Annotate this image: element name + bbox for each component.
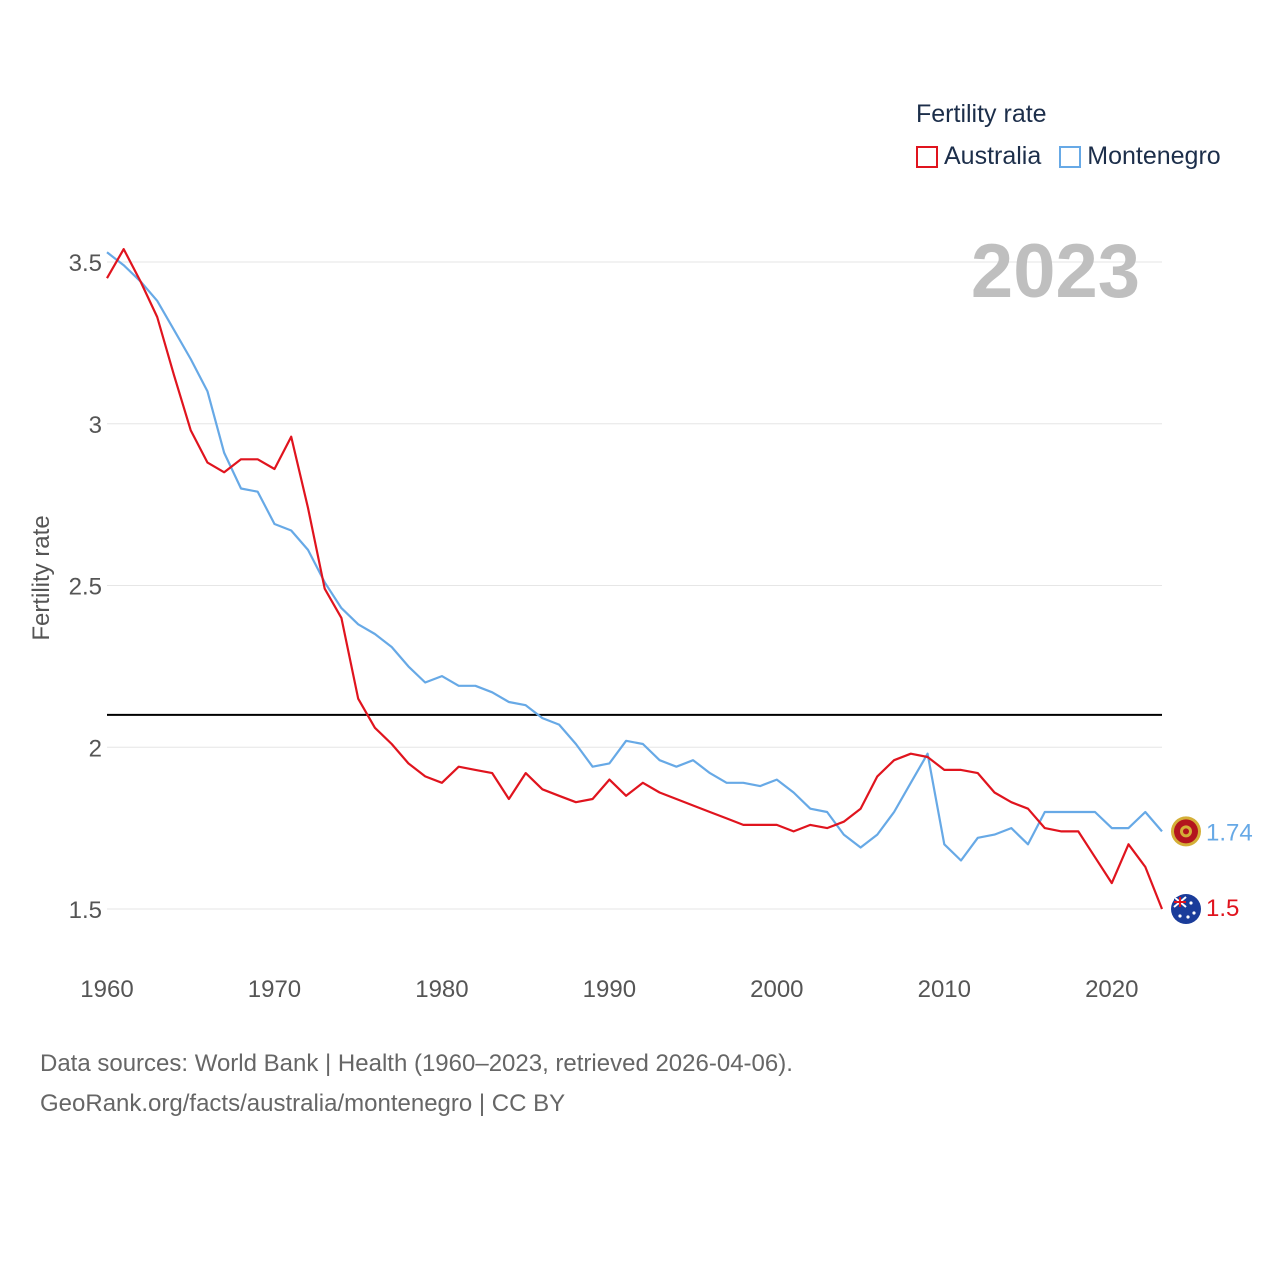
x-tick-label: 1990 bbox=[583, 976, 636, 1003]
australia-flag-icon bbox=[1171, 894, 1201, 924]
source-note: Data sources: World Bank | Health (1960–… bbox=[40, 1044, 793, 1124]
source-line-2[interactable]: GeoRank.org/facts/australia/montenegro |… bbox=[40, 1090, 566, 1117]
y-tick-label: 2.5 bbox=[69, 574, 102, 601]
x-tick-label: 1980 bbox=[415, 976, 468, 1003]
series-layer bbox=[106, 248, 1164, 910]
legend-swatch-australia bbox=[916, 145, 938, 168]
x-tick-label: 2000 bbox=[750, 976, 803, 1003]
legend-title: Fertility rate bbox=[916, 100, 1047, 128]
x-axis-ticks: 1960 1970 1980 1990 2000 2010 2020 bbox=[80, 976, 1138, 1003]
end-label-australia: 1.5 bbox=[1206, 895, 1239, 922]
legend-item-australia[interactable]: Australia bbox=[916, 142, 1041, 171]
y-axis-ticks: 1.5 2 2.5 3 3.5 bbox=[69, 250, 102, 924]
current-year-label: 2023 bbox=[970, 229, 1140, 314]
legend-label-montenegro: Montenegro bbox=[1087, 142, 1221, 170]
y-tick-label: 3.5 bbox=[69, 250, 102, 277]
y-tick-label: 3 bbox=[89, 412, 102, 439]
y-tick-label: 1.5 bbox=[69, 897, 102, 924]
legend-label-australia: Australia bbox=[944, 142, 1042, 170]
legend-item-montenegro[interactable]: Montenegro bbox=[1059, 142, 1221, 171]
legend: Australia Montenegro bbox=[916, 142, 1239, 171]
legend-swatch-montenegro bbox=[1059, 145, 1082, 168]
line-chart: 1.5 2 2.5 3 3.5 1960 1970 1980 1990 2000 2010 2020… bbox=[69, 248, 1253, 1003]
series-line-montenegro[interactable] bbox=[106, 251, 1163, 862]
y-tick-label: 2 bbox=[89, 735, 102, 762]
x-tick-label: 2020 bbox=[1085, 976, 1138, 1003]
source-line-1: Data sources: World Bank | Health (1960–… bbox=[40, 1050, 793, 1077]
end-markers: 1.74 1.5 bbox=[1171, 816, 1253, 924]
montenegro-flag-icon bbox=[1171, 816, 1201, 847]
series-line-australia[interactable] bbox=[106, 248, 1164, 910]
x-tick-label: 2010 bbox=[918, 976, 971, 1003]
y-axis-label: Fertility rate bbox=[28, 515, 55, 641]
x-tick-label: 1960 bbox=[80, 976, 133, 1003]
x-tick-label: 1970 bbox=[248, 976, 301, 1003]
grid-lines bbox=[107, 261, 1162, 910]
end-label-montenegro: 1.74 bbox=[1206, 819, 1253, 846]
